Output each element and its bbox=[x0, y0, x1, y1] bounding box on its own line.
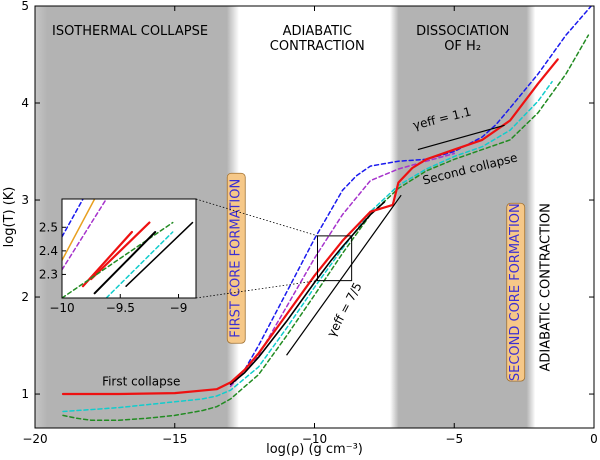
core-formation-box bbox=[506, 202, 526, 382]
series-line bbox=[229, 201, 386, 386]
inset-x-tick-label: −10 bbox=[49, 301, 74, 315]
slope-line bbox=[286, 194, 402, 356]
series-line bbox=[61, 58, 559, 396]
series-line bbox=[62, 34, 590, 421]
core-formation-box bbox=[226, 172, 246, 344]
annotation: First collapse bbox=[102, 374, 180, 388]
region-label: ADIABATIC bbox=[283, 24, 352, 39]
region-label: ISOTHERMAL COLLAPSE bbox=[52, 24, 208, 39]
region-label: ADIABATIC CONTRACTION bbox=[538, 203, 553, 371]
series-group bbox=[61, 6, 592, 421]
inset-series-line bbox=[125, 221, 194, 287]
region-label: OF H₂ bbox=[444, 39, 481, 54]
y-tick-label: 5 bbox=[21, 0, 29, 13]
inset-series-line bbox=[62, 199, 108, 271]
zoom-connector bbox=[195, 280, 318, 299]
x-tick-label: −5 bbox=[445, 432, 463, 446]
inset-series-line bbox=[62, 199, 96, 262]
inset-y-tick-label: 2.3 bbox=[39, 267, 58, 281]
core-formation-label: FIRST CORE FORMATION bbox=[229, 179, 244, 338]
zoom-connector bbox=[195, 198, 318, 237]
region-label: DISSOCIATION bbox=[416, 24, 509, 39]
inset-series-line bbox=[105, 231, 174, 298]
inset-series-line bbox=[81, 230, 133, 288]
inset-y-tick-label: 2.5 bbox=[39, 220, 58, 234]
x-tick-label: −10 bbox=[302, 432, 327, 446]
annotation: γeff = 7/5 bbox=[324, 280, 364, 339]
inset-frame bbox=[61, 198, 197, 299]
y-tick-label: 3 bbox=[21, 193, 29, 207]
series-line bbox=[229, 6, 592, 386]
inset-x-tick-label: −9 bbox=[170, 301, 188, 315]
inset-series-line bbox=[93, 231, 157, 295]
inset-series-line bbox=[62, 199, 84, 238]
x-tick-label: 0 bbox=[590, 432, 598, 446]
inset-x-tick-label: −9.5 bbox=[106, 301, 135, 315]
core-formation-label: SECOND CORE FORMATION bbox=[508, 203, 523, 381]
inset-series-line bbox=[89, 221, 151, 281]
inset-series-group bbox=[62, 199, 194, 298]
x-axis-label: log(ρ) (g cm⁻³) bbox=[266, 442, 363, 457]
x-tick-label: −20 bbox=[22, 432, 47, 446]
y-tick-label: 1 bbox=[21, 387, 29, 401]
inset-y-tick-label: 2.4 bbox=[39, 244, 58, 258]
slope-line bbox=[417, 124, 505, 151]
y-axis-label: log(T) (K) bbox=[2, 187, 17, 248]
x-tick-label: −15 bbox=[162, 432, 187, 446]
region-label: CONTRACTION bbox=[270, 39, 365, 54]
y-tick-label: 2 bbox=[21, 290, 29, 304]
inset-background bbox=[62, 199, 196, 298]
inset-series-line bbox=[62, 221, 174, 298]
zoom-box bbox=[317, 235, 353, 282]
y-tick-label: 4 bbox=[21, 96, 29, 110]
